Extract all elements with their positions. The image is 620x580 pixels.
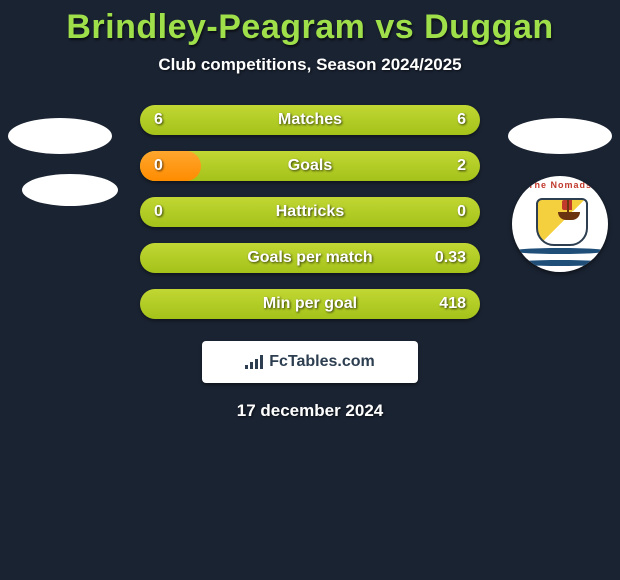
subtitle: Club competitions, Season 2024/2025 [0,55,620,75]
stat-row: Min per goal418 [140,289,480,319]
stat-row: 0Hattricks0 [140,197,480,227]
player-badge-right-club: The Nomads [512,176,608,272]
stat-label: Min per goal [140,289,480,319]
page-title: Brindley-Peagram vs Duggan [0,0,620,47]
player-badge-left-country [8,118,112,154]
stat-label: Matches [140,105,480,135]
logo-text: FcTables.com [269,353,375,371]
stat-right-value: 0 [457,197,466,227]
stat-right-value: 6 [457,105,466,135]
stat-label: Goals [140,151,480,181]
crest-waves-icon [512,244,608,266]
stat-right-value: 418 [439,289,466,319]
stat-row: 0Goals2 [140,151,480,181]
crest-ship-icon [556,200,582,220]
snapshot-date: 17 december 2024 [0,401,620,421]
comparison-card: Brindley-Peagram vs Duggan Club competit… [0,0,620,580]
player-badge-right-country [508,118,612,154]
stat-right-value: 2 [457,151,466,181]
stat-label: Goals per match [140,243,480,273]
stat-right-value: 0.33 [435,243,466,273]
fctables-logo[interactable]: FcTables.com [202,341,418,383]
stat-row: Goals per match0.33 [140,243,480,273]
player-badge-left-club [22,174,118,206]
stat-row: 6Matches6 [140,105,480,135]
stat-label: Hattricks [140,197,480,227]
bar-chart-icon [245,355,263,369]
